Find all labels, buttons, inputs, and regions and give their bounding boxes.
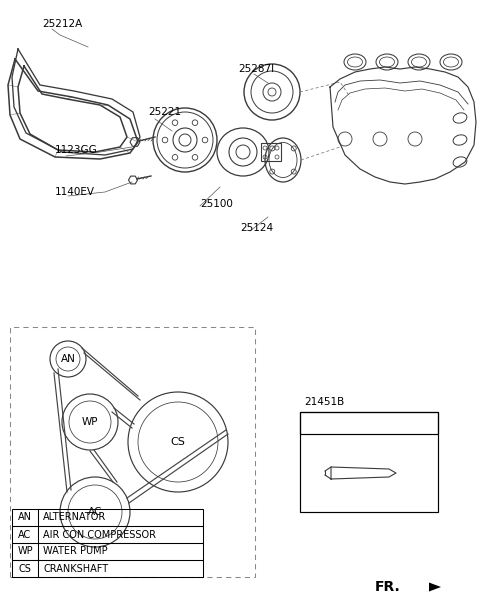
FancyArrow shape — [403, 583, 441, 591]
Text: CS: CS — [19, 563, 31, 574]
Text: AIR CON COMPRESSOR: AIR CON COMPRESSOR — [43, 529, 156, 540]
Bar — [12, 509, 203, 526]
Text: ALTERNATOR: ALTERNATOR — [43, 512, 106, 523]
Text: WP: WP — [17, 546, 33, 557]
Bar — [10, 327, 255, 577]
Text: AC: AC — [18, 529, 32, 540]
Bar — [12, 526, 203, 543]
Bar — [12, 560, 203, 577]
Text: 25212A: 25212A — [42, 19, 82, 29]
Text: 1123GG: 1123GG — [55, 145, 98, 155]
Text: WP: WP — [82, 417, 98, 427]
Text: 25287I: 25287I — [238, 64, 274, 74]
Text: CRANKSHAFT: CRANKSHAFT — [43, 563, 108, 574]
Text: WATER PUMP: WATER PUMP — [43, 546, 108, 557]
Text: 25221: 25221 — [148, 107, 181, 117]
Text: CS: CS — [170, 437, 185, 447]
Text: 25124: 25124 — [240, 223, 273, 233]
Text: 21451B: 21451B — [304, 397, 344, 407]
Text: FR.: FR. — [375, 580, 401, 594]
Bar — [12, 543, 203, 560]
Text: AN: AN — [18, 512, 32, 523]
Text: 1140EV: 1140EV — [55, 187, 95, 197]
Text: AN: AN — [60, 354, 75, 364]
Text: AC: AC — [88, 507, 102, 517]
Bar — [300, 412, 438, 512]
Bar — [300, 412, 438, 434]
Text: 25100: 25100 — [200, 199, 233, 209]
Bar — [261, 143, 281, 161]
